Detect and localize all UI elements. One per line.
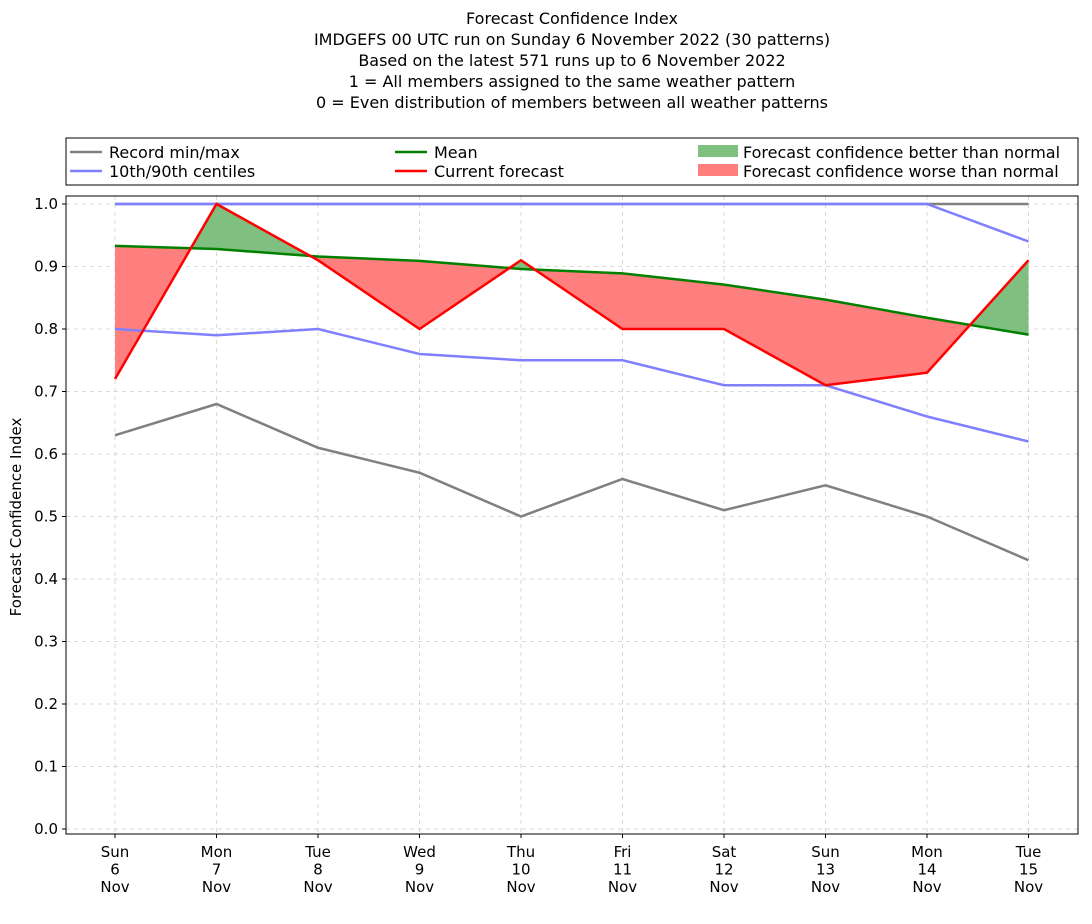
y-tick-label: 0.0 xyxy=(34,820,58,838)
x-tick-label-line: Fri xyxy=(614,843,632,861)
y-tick-label: 0.4 xyxy=(34,570,58,588)
legend-label-mean: Mean xyxy=(434,143,478,162)
legend-swatch-better xyxy=(698,145,738,157)
x-tick-label-line: Sun xyxy=(101,843,130,861)
x-tick-label-line: Nov xyxy=(202,878,231,896)
x-tick-label: Sun 6 Nov xyxy=(100,843,129,896)
x-tick-label-line: Tue xyxy=(1015,843,1042,861)
title-line-1: Forecast Confidence Index xyxy=(466,9,678,28)
x-tick-label-line: Sun xyxy=(811,843,840,861)
y-tick-label: 0.7 xyxy=(34,383,58,401)
x-tick-label: Mon 14 Nov xyxy=(911,843,943,896)
x-tick-label-line: 13 xyxy=(816,861,835,879)
x-tick-label: Wed 9 Nov xyxy=(403,843,436,896)
chart-title: Forecast Confidence Index IMDGEFS 00 UTC… xyxy=(314,9,830,112)
x-tick-label-line: Nov xyxy=(303,878,332,896)
title-line-3: Based on the latest 571 runs up to 6 Nov… xyxy=(358,51,785,70)
y-tick-label: 0.1 xyxy=(34,758,58,776)
legend-label-worse: Forecast confidence worse than normal xyxy=(743,162,1059,181)
series-lines xyxy=(113,202,1030,562)
x-tick-label-line: Tue xyxy=(304,843,331,861)
x-tick-label-line: Nov xyxy=(912,878,941,896)
x-tick-label-line: Nov xyxy=(506,878,535,896)
x-tick-label-line: 8 xyxy=(313,861,323,879)
legend-frame xyxy=(65,137,1079,186)
x-tick-label-line: Thu xyxy=(506,843,535,861)
legend-label-record-minmax: Record min/max xyxy=(109,143,240,162)
fill-worse-than-normal xyxy=(724,284,826,386)
x-tick-label-line: 12 xyxy=(714,861,733,879)
title-line-5: 0 = Even distribution of members between… xyxy=(316,93,828,112)
series-current-forecast-line xyxy=(113,202,1030,387)
x-tick-label-line: 6 xyxy=(110,861,120,879)
x-tick-label-line: Mon xyxy=(911,843,943,861)
series-10th-centile-line xyxy=(114,327,1029,443)
title-line-4: 1 = All members assigned to the same wea… xyxy=(349,72,796,91)
x-tick-label-line: Nov xyxy=(811,878,840,896)
x-tick-label-line: 10 xyxy=(511,861,530,879)
x-tick-label-line: 7 xyxy=(212,861,222,879)
x-tick-label-line: Nov xyxy=(709,878,738,896)
x-tick-label: Tue 15 Nov xyxy=(1014,843,1043,896)
x-tick-label: Sun 13 Nov xyxy=(811,843,840,896)
series-mean-line xyxy=(114,244,1029,336)
x-tick-label-line: Sat xyxy=(712,843,737,861)
fill-better-than-normal xyxy=(970,260,1029,335)
y-tick-label: 0.2 xyxy=(34,695,58,713)
x-tick-label-line: 9 xyxy=(415,861,425,879)
x-tick-label: Tue 8 Nov xyxy=(303,843,332,896)
x-tick-label-line: 11 xyxy=(613,861,632,879)
y-tick-label: 0.3 xyxy=(34,633,58,651)
y-tick-label: 0.9 xyxy=(34,258,58,276)
x-tick-label: Mon 7 Nov xyxy=(201,843,233,896)
series-90th-centile-line xyxy=(115,202,1029,243)
x-tick-label: Fri 11 Nov xyxy=(608,843,637,896)
y-tick-label: 0.6 xyxy=(34,445,58,463)
x-tick-label-line: Nov xyxy=(405,878,434,896)
fill-worse-than-normal xyxy=(825,299,927,386)
y-tick-label: 1.0 xyxy=(34,195,58,213)
x-tick-label-line: 14 xyxy=(917,861,936,879)
series-record-min-line xyxy=(114,402,1029,562)
fill-worse-than-normal xyxy=(419,260,510,329)
x-tick-label: Thu 10 Nov xyxy=(506,843,536,896)
x-tick-label-line: Mon xyxy=(201,843,233,861)
x-tick-label: Sat 12 Nov xyxy=(709,843,738,896)
legend-label-centiles: 10th/90th centiles xyxy=(109,162,255,181)
fill-worse-than-normal xyxy=(622,273,724,329)
x-tick-label-line: Nov xyxy=(100,878,129,896)
y-tick-label: 0.5 xyxy=(34,508,58,526)
plot-frame xyxy=(65,195,1079,835)
y-axis-title: Forecast Confidence Index xyxy=(7,418,25,617)
x-tick-label-line: 15 xyxy=(1019,861,1038,879)
title-line-2: IMDGEFS 00 UTC run on Sunday 6 November … xyxy=(314,30,830,49)
fill-better-than-normal xyxy=(216,204,311,256)
legend-label-current-forecast: Current forecast xyxy=(434,162,564,181)
x-tick-label-line: Wed xyxy=(403,843,436,861)
legend-swatch-worse xyxy=(698,164,738,176)
legend: Record min/max 10th/90th centiles Mean C… xyxy=(65,137,1079,186)
y-tick-label: 0.8 xyxy=(34,320,58,338)
x-tick-label-line: Nov xyxy=(1014,878,1043,896)
legend-label-better: Forecast confidence better than normal xyxy=(743,143,1060,162)
x-tick-label-line: Nov xyxy=(608,878,637,896)
